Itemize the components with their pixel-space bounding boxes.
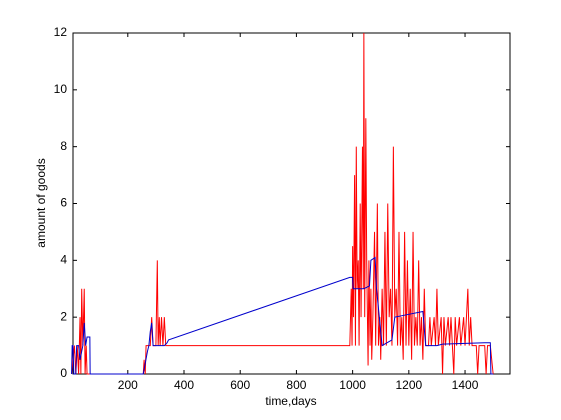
x-tick-label: 600 — [230, 378, 250, 392]
x-axis-label: time,days — [265, 394, 316, 408]
y-tick-label: 12 — [54, 25, 68, 39]
y-tick-label: 10 — [54, 82, 68, 96]
x-tick-label: 1400 — [452, 378, 479, 392]
y-tick-label: 0 — [60, 366, 67, 380]
x-tick-label: 200 — [118, 378, 138, 392]
x-tick-label: 400 — [174, 378, 194, 392]
x-tick-label: 1200 — [395, 378, 422, 392]
y-tick-label: 6 — [60, 196, 67, 210]
y-tick-label: 2 — [60, 309, 67, 323]
y-tick-label: 4 — [60, 253, 67, 267]
y-axis-label: amount of goods — [34, 158, 48, 247]
x-tick-label: 800 — [286, 378, 306, 392]
x-tick-label: 1000 — [339, 378, 366, 392]
y-tick-label: 8 — [60, 139, 67, 153]
data-line — [71, 32, 494, 375]
data-line — [71, 256, 494, 375]
